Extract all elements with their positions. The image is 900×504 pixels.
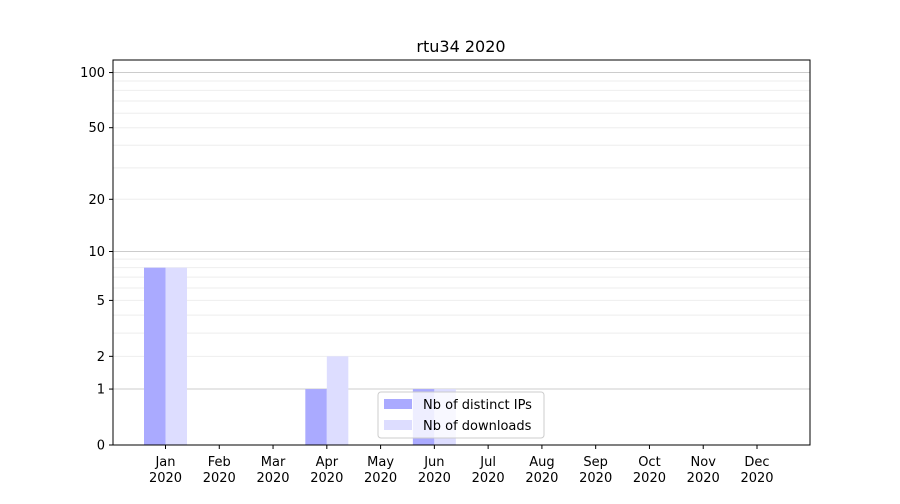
bar-distinct-ips <box>305 389 327 445</box>
x-tick-label: Jul 2020 <box>472 455 505 486</box>
x-tick-label: Sep 2020 <box>579 455 612 486</box>
x-tick-label: Oct 2020 <box>633 455 666 486</box>
legend-box <box>377 391 545 439</box>
y-tick-label: 2 <box>97 350 105 365</box>
axes-frame <box>112 59 811 446</box>
x-tick-label: Dec 2020 <box>740 455 773 486</box>
legend-swatch-ips <box>384 399 412 409</box>
legend-label-downloads: Nb of downloads <box>423 419 532 434</box>
x-tick-label: Apr 2020 <box>310 455 343 486</box>
bar-downloads <box>165 267 187 445</box>
chart-title: rtu34 2020 <box>416 37 505 56</box>
y-tick-label: 5 <box>97 294 105 309</box>
x-tick-label: Aug 2020 <box>525 455 558 486</box>
y-tick-label: 20 <box>88 193 105 208</box>
x-tick-label: Feb 2020 <box>203 455 236 486</box>
y-tick-label: 1 <box>97 383 105 398</box>
y-tick-label: 50 <box>88 121 105 136</box>
y-tick-label: 10 <box>88 245 105 260</box>
x-tick-label: Jun 2020 <box>418 455 451 486</box>
bar-downloads <box>326 356 349 445</box>
bar-distinct-ips <box>144 267 166 445</box>
x-tick-label: May 2020 <box>364 455 397 486</box>
x-tick-label: Mar 2020 <box>256 455 289 486</box>
y-tick-label: 0 <box>97 439 105 454</box>
y-tick-label: 100 <box>80 66 105 81</box>
x-tick-label: Jan 2020 <box>149 455 182 486</box>
legend: Nb of distinct IPs Nb of downloads <box>377 391 545 439</box>
x-tick-label: Nov 2020 <box>687 455 720 486</box>
legend-label-ips: Nb of distinct IPs <box>423 398 532 413</box>
legend-swatch-downloads <box>384 420 412 430</box>
